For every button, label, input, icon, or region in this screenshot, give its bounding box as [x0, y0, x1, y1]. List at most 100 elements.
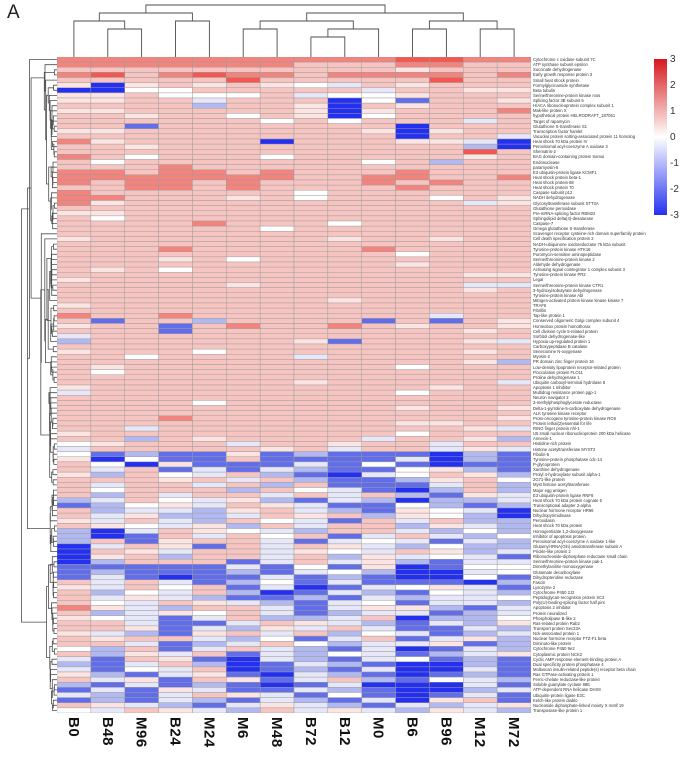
heatmap-cell — [90, 61, 125, 68]
heatmap-cell — [463, 451, 498, 457]
heatmap-cell — [327, 661, 362, 668]
heatmap-cell — [293, 138, 329, 145]
heatmap-cell — [293, 307, 329, 314]
heatmap-cell — [395, 646, 430, 652]
heatmap-cell — [429, 333, 464, 340]
row-label: hypothetical protein HELRODRAFT_187051 — [533, 113, 616, 119]
heatmap-cell — [57, 461, 92, 468]
heatmap-cell — [496, 415, 531, 422]
heatmap-cell — [158, 261, 193, 268]
heatmap-cell — [259, 661, 295, 668]
heatmap-cell — [90, 97, 125, 104]
heatmap-cell — [192, 641, 227, 647]
heatmap-cell — [293, 436, 329, 442]
heatmap-cell — [124, 195, 159, 201]
heatmap-cell — [463, 118, 498, 124]
heatmap-cell — [124, 553, 159, 560]
heatmap-cell — [90, 195, 125, 201]
heatmap-cell — [226, 400, 261, 406]
heatmap-cell — [57, 87, 92, 94]
heatmap-cell — [361, 646, 396, 652]
heatmap-cell — [429, 77, 464, 83]
heatmap-cell — [259, 523, 295, 529]
heatmap-cell — [327, 97, 362, 104]
heatmap-cell — [57, 707, 92, 713]
heatmap-cell — [158, 425, 193, 432]
colorbar-tick-label: 2 — [670, 80, 676, 91]
heatmap-cell — [226, 518, 261, 524]
heatmap-cell — [395, 559, 430, 565]
heatmap-cell — [293, 507, 329, 514]
heatmap-cell — [293, 553, 329, 560]
heatmap-cell — [429, 471, 464, 478]
heatmap-cell — [361, 415, 396, 422]
heatmap-cell — [429, 302, 464, 309]
heatmap-cell — [327, 277, 362, 283]
heatmap-cell — [327, 205, 362, 211]
heatmap-cell — [361, 364, 396, 370]
heatmap-cell — [463, 272, 498, 278]
heatmap-cell — [395, 82, 430, 88]
column-label: M24 — [200, 717, 218, 748]
heatmap-cell — [259, 200, 295, 206]
heatmap-cell — [57, 215, 92, 222]
heatmap-cell — [158, 369, 193, 375]
heatmap-cell — [395, 487, 430, 493]
heatmap-cell — [463, 466, 498, 473]
heatmap-cell — [496, 92, 531, 99]
heatmap-cell — [429, 661, 464, 668]
heatmap-cell — [429, 215, 464, 222]
heatmap-cell — [361, 707, 396, 713]
heatmap-cell — [226, 302, 261, 309]
heatmap-cell — [395, 656, 430, 662]
row-label: Transport protein Sec23A — [533, 625, 581, 631]
heatmap-cell — [463, 497, 498, 504]
heatmap-cell — [192, 461, 227, 468]
heatmap-cell — [192, 231, 227, 237]
heatmap-cell — [192, 292, 227, 299]
heatmap-cell — [192, 553, 227, 560]
heatmap-cell — [327, 338, 362, 345]
heatmap-cell — [158, 512, 193, 519]
heatmap-cell — [496, 118, 531, 124]
heatmap-cell — [124, 425, 159, 432]
heatmap-cell — [496, 184, 531, 191]
heatmap-cell — [496, 195, 531, 201]
column-label: M6 — [234, 717, 252, 739]
heatmap-cell — [90, 461, 125, 468]
heatmap-cell — [463, 251, 498, 258]
heatmap-cell — [90, 241, 125, 247]
heatmap-cell — [57, 605, 92, 611]
heatmap-cell — [429, 102, 464, 109]
heatmap-cell — [429, 364, 464, 370]
heatmap-cell — [90, 102, 125, 109]
heatmap-cell — [259, 313, 295, 319]
heatmap-cell — [259, 220, 295, 227]
row-label: Heat shock protein 68 — [533, 180, 574, 185]
heatmap-cell — [226, 651, 261, 657]
heatmap-cell — [158, 528, 193, 534]
heatmap-cell — [259, 436, 295, 442]
heatmap-cell — [90, 671, 125, 678]
heatmap-cell — [259, 87, 295, 94]
heatmap-cell — [293, 682, 329, 688]
heatmap-cell — [192, 543, 227, 550]
heatmap-cell — [361, 538, 396, 545]
heatmap-cell — [226, 682, 261, 688]
heatmap-cell — [496, 533, 531, 539]
heatmap-cell — [158, 292, 193, 299]
heatmap-cell — [293, 574, 329, 580]
heatmap-cell — [463, 548, 498, 555]
heatmap-cell — [361, 410, 396, 416]
heatmap-cell — [259, 108, 295, 114]
heatmap-cell — [327, 497, 362, 504]
heatmap-cell — [226, 671, 261, 678]
heatmap-cell — [293, 77, 329, 83]
heatmap-cell — [57, 118, 92, 124]
heatmap-cell — [192, 451, 227, 457]
heatmap-cell — [429, 692, 464, 698]
heatmap-cell — [90, 82, 125, 88]
heatmap-cell — [124, 323, 159, 329]
heatmap-cell — [259, 302, 295, 309]
heatmap-cell — [361, 154, 396, 160]
